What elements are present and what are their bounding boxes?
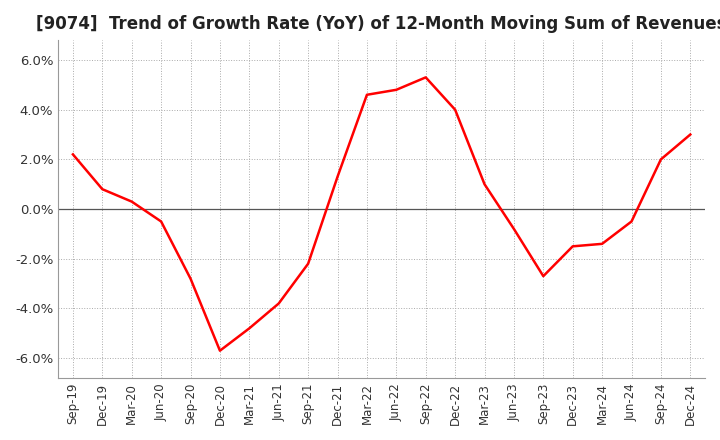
Title: [9074]  Trend of Growth Rate (YoY) of 12-Month Moving Sum of Revenues: [9074] Trend of Growth Rate (YoY) of 12-… bbox=[37, 15, 720, 33]
